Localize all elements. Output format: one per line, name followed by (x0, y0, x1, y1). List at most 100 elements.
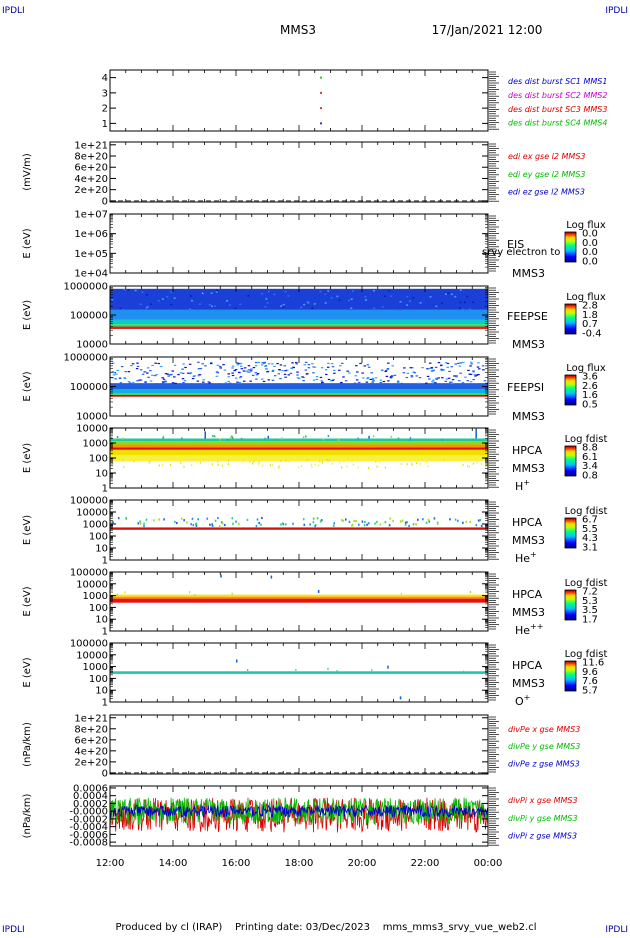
spectrogram-pixel (459, 302, 461, 304)
y-tick-label: 1 (102, 698, 108, 709)
spectrogram-pixel (237, 364, 240, 365)
spectrogram-pixel (420, 463, 421, 465)
spectrogram-pixel (284, 374, 287, 375)
y-tick-label: 10 (95, 544, 108, 555)
spectrogram-pixel (253, 460, 254, 462)
y-tick-label: 10 (95, 469, 108, 480)
spectrogram-pixel (180, 462, 181, 464)
spectrogram-pixel (406, 377, 409, 378)
spectrogram-pixel (401, 463, 402, 465)
spectrogram-pixel (410, 367, 413, 368)
spectrogram-pixel (274, 460, 275, 462)
spectrogram-pixel (124, 591, 125, 593)
spectrogram-spike (368, 436, 370, 439)
corner-label-top-right: IPDLI (605, 6, 628, 16)
spectrogram-pixel (238, 382, 241, 383)
spectrogram-pixel (367, 377, 370, 378)
spectrogram-pixel (408, 525, 410, 527)
spectrogram-pixel (124, 371, 127, 372)
spectrogram-pixel (257, 518, 259, 520)
y-tick-label: 10000 (76, 650, 108, 661)
spectrogram-pixel (463, 671, 464, 673)
spectrogram-pixel (220, 439, 222, 441)
spectrogram-pixel (276, 363, 279, 364)
instrument-label: HPCA (512, 659, 543, 672)
spectrogram-pixel (248, 369, 251, 370)
spectrogram-pixel (306, 459, 307, 461)
data-point (320, 77, 322, 79)
spectrogram-pixel (162, 464, 163, 466)
spectrogram-pixel (268, 291, 270, 293)
spectrogram-pixel (311, 466, 312, 468)
spectrogram-pixel (472, 379, 475, 380)
spectrogram-pixel (331, 363, 334, 364)
spectrogram-pixel (147, 377, 150, 378)
spectrogram-pixel (397, 381, 400, 382)
y-axis-label: (mV/m) (22, 153, 33, 191)
spectrogram-pixel (355, 520, 357, 522)
spectrogram-pixel (252, 375, 255, 376)
spectrogram-pixel (228, 460, 229, 462)
y-axis-label: (nPa/km) (22, 794, 33, 839)
spectrogram-pixel (313, 521, 315, 523)
spectrogram-pixel (481, 525, 483, 527)
y-tick-label: 1e+04 (74, 269, 108, 280)
spectrogram-pixel (206, 518, 208, 520)
spectrogram-pixel (440, 365, 443, 366)
spectrogram-pixel (405, 524, 407, 526)
spectrogram-pixel (336, 670, 337, 672)
spectrogram-pixel (303, 304, 305, 306)
spectrogram-pixel (305, 369, 308, 370)
spectrogram-pixel (155, 374, 158, 375)
spectrogram-pixel (311, 464, 312, 466)
spectrogram-pixel (466, 521, 468, 523)
spectrogram-pixel (464, 377, 467, 378)
spectrogram-pixel (462, 362, 465, 363)
spectrogram-pixel (324, 293, 326, 295)
spectrogram-pixel (325, 302, 327, 304)
spectrogram-pixel (216, 376, 219, 377)
spectrogram-pixel (189, 308, 191, 310)
spectrogram-pixel (373, 290, 375, 292)
spectrogram-pixel (266, 371, 269, 372)
spectrogram-pixel (300, 307, 302, 309)
spectrogram-pixel (248, 295, 250, 297)
spectrogram-pixel (229, 383, 232, 384)
spectrogram-pixel (426, 368, 429, 369)
spectrogram-pixel (173, 376, 176, 377)
spectrogram-pixel (478, 519, 480, 521)
spectrogram-pixel (249, 381, 252, 382)
spectrogram-pixel (170, 304, 172, 306)
spectrogram-pixel (345, 380, 348, 381)
y-tick-label: 100 (89, 454, 108, 465)
spectrogram-pixel (445, 362, 448, 363)
spectrogram-pixel (252, 463, 253, 465)
spectrogram-pixel (345, 518, 347, 520)
spectrogram-pixel (119, 459, 120, 461)
spacecraft-label: MMS3 (512, 410, 545, 423)
legend-entry: des dist burst SC3 MMS3 (508, 105, 607, 114)
legend-entry: divPe y gse MMS3 (508, 742, 580, 751)
panel-divpi: 0.00060.00040.0002-0.0000-0.0002-0.0004-… (22, 783, 578, 848)
spectrogram-pixel (312, 372, 315, 373)
spectrogram-pixel (256, 525, 258, 527)
spectrogram-pixel (322, 461, 323, 463)
spectrogram-pixel (325, 369, 328, 370)
species-charge: + (524, 693, 531, 702)
data-point (320, 92, 322, 94)
spectrogram-pixel (124, 289, 126, 291)
spectrogram-pixel (341, 363, 344, 364)
spectrogram-pixel (399, 301, 401, 303)
spectrogram-pixel (288, 374, 291, 375)
colorbar-tick-label: 5.7 (582, 686, 598, 697)
x-tick-label: 12:00 (96, 858, 125, 869)
spectrogram-pixel (146, 373, 149, 374)
spectrogram-pixel (476, 375, 479, 376)
spectrogram-pixel (321, 380, 324, 381)
spectrogram-pixel (231, 367, 234, 368)
spectrogram-pixel (236, 382, 239, 383)
spectrogram-pixel (200, 368, 203, 369)
spectrogram-pixel (308, 367, 311, 368)
spectrogram-pixel (278, 373, 281, 374)
